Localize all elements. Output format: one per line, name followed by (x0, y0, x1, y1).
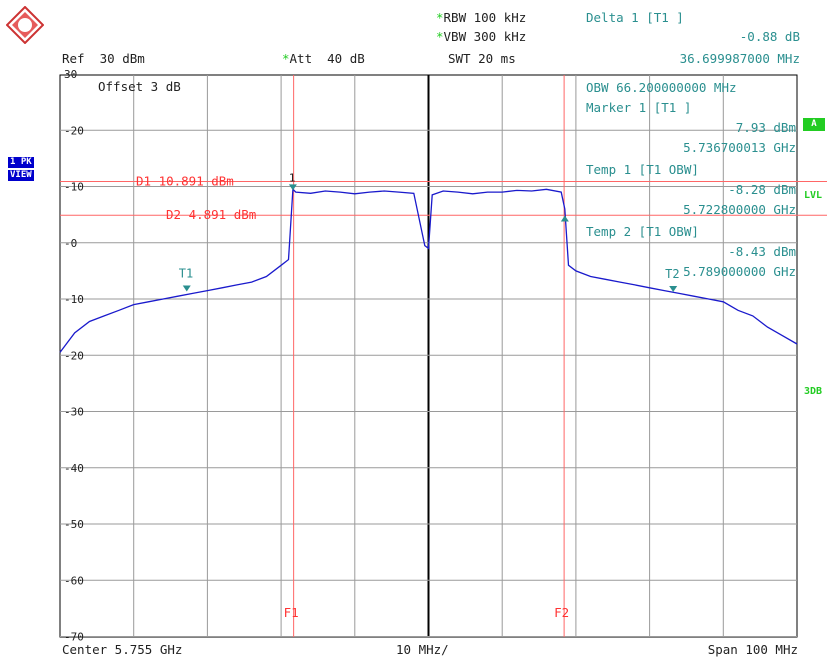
y-tick-label: -10 (64, 181, 84, 194)
temp1-frequency: 5.722800000 GHz (683, 202, 796, 217)
y-tick-label: -70 (64, 631, 84, 644)
trace-mode-pk: 1 PK (8, 157, 34, 168)
attenuation-label: *Att 40 dB (282, 51, 365, 66)
marker-1-symbol (288, 184, 297, 191)
temp2-value: -8.43 dBm (728, 244, 796, 259)
vbw-text: VBW 300 kHz (443, 29, 527, 44)
temp-marker-symbol (669, 286, 678, 292)
y-tick-label: -60 (64, 574, 84, 587)
y-tick-label: -10 (64, 293, 84, 306)
delta-marker-frequency: 36.699987000 MHz (679, 51, 800, 66)
vbw-label: *VBW 300 kHz (436, 29, 526, 44)
plot-grid (59, 74, 798, 638)
marker1-title: Marker 1 [T1 ] (586, 100, 692, 115)
y-tick-label: 30 (64, 68, 77, 81)
frequency-line-label: F2 (554, 605, 569, 620)
delta-marker-title: Delta 1 [T1 ] (586, 10, 684, 25)
trace-line (59, 187, 798, 353)
temp2-frequency: 5.789000000 GHz (683, 264, 796, 279)
ref-level-label: Ref 30 dBm (62, 51, 145, 66)
temp1-title: Temp 1 [T1 OBW] (586, 162, 699, 177)
display-line-label: D2 4.891 dBm (166, 207, 256, 222)
temp-marker-label: T2 (665, 267, 679, 281)
trace-a-badge: A (803, 118, 825, 131)
center-frequency-label: Center 5.755 GHz (62, 642, 183, 657)
display-line-label: D1 10.891 dBm (136, 173, 234, 188)
y-tick-label: -20 (64, 349, 84, 362)
trace-mode-view: VIEW (8, 170, 34, 181)
delta-marker-symbol (560, 215, 569, 222)
rbw-label: *RBW 100 kHz (436, 10, 526, 25)
temp-marker-label: T1 (179, 266, 193, 280)
marker1-frequency: 5.736700013 GHz (683, 140, 796, 155)
offset-label: Offset 3 dB (98, 79, 181, 94)
reference-lines: D1 10.891 dBm D2 4.891 dBm F1 F2 (60, 75, 827, 637)
division-label: 10 MHz/ (396, 642, 449, 657)
marker1-value: 7.93 dBm (735, 120, 796, 135)
delta-marker-value: -0.88 dB (739, 29, 800, 44)
y-tick-label: -30 (64, 406, 84, 419)
vbw-star: * (436, 29, 444, 44)
att-text: Att 40 dB (289, 51, 365, 66)
y-tick-label: -20 (64, 124, 84, 137)
swt-label: SWT 20 ms (448, 51, 516, 66)
marker-1-label: 1 (289, 171, 296, 184)
span-label: Span 100 MHz (707, 642, 798, 657)
rbw-text: RBW 100 kHz (443, 10, 527, 25)
rbw-star: * (436, 10, 444, 25)
3db-indicator: 3DB (804, 386, 823, 397)
y-tick-label: -40 (64, 462, 84, 475)
temp1-value: -8.28 dBm (728, 182, 796, 197)
temp-marker-symbol (182, 285, 191, 292)
y-tick-label: -50 (64, 518, 84, 531)
obw-readout: OBW 66.200000000 MHz (586, 80, 737, 95)
lvl-indicator: LVL (804, 190, 823, 201)
y-tick-label: -0 (64, 237, 77, 250)
marker-layer: 1 T1 T2 (179, 171, 680, 292)
rohde-schwarz-logo-icon (6, 6, 44, 44)
frequency-line-label: F1 (284, 605, 299, 620)
temp2-title: Temp 2 [T1 OBW] (586, 224, 699, 239)
att-star: * (282, 51, 290, 66)
axis-labels: 30 -20 -10 -0 -10 -20 -30 -40 -50 -60 -70 Offset 3 … (64, 68, 181, 644)
trace-layer (59, 187, 798, 353)
